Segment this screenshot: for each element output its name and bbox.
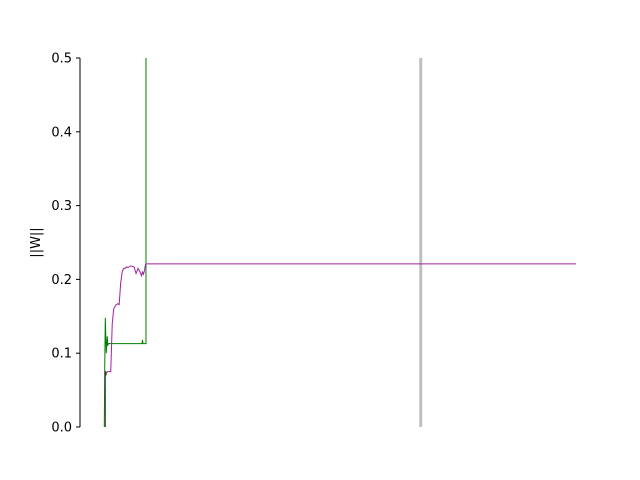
y-tick-label: 0.2: [51, 273, 72, 288]
series-line-black: [104, 371, 107, 427]
series-line-green: [103, 58, 147, 428]
y-tick-label: 0.4: [51, 125, 72, 140]
y-tick-label: 0.0: [51, 421, 72, 436]
y-axis-ticks: 0.0 0.1 0.2 0.3 0.4 0.5: [51, 52, 80, 436]
series-line-purple: [105, 263, 576, 374]
series-layer: [103, 58, 576, 428]
y-axis-label: ||W||: [29, 227, 44, 257]
y-tick-label: 0.5: [51, 52, 72, 67]
y-tick-label: 0.3: [51, 199, 72, 214]
y-tick-label: 0.1: [51, 347, 72, 362]
